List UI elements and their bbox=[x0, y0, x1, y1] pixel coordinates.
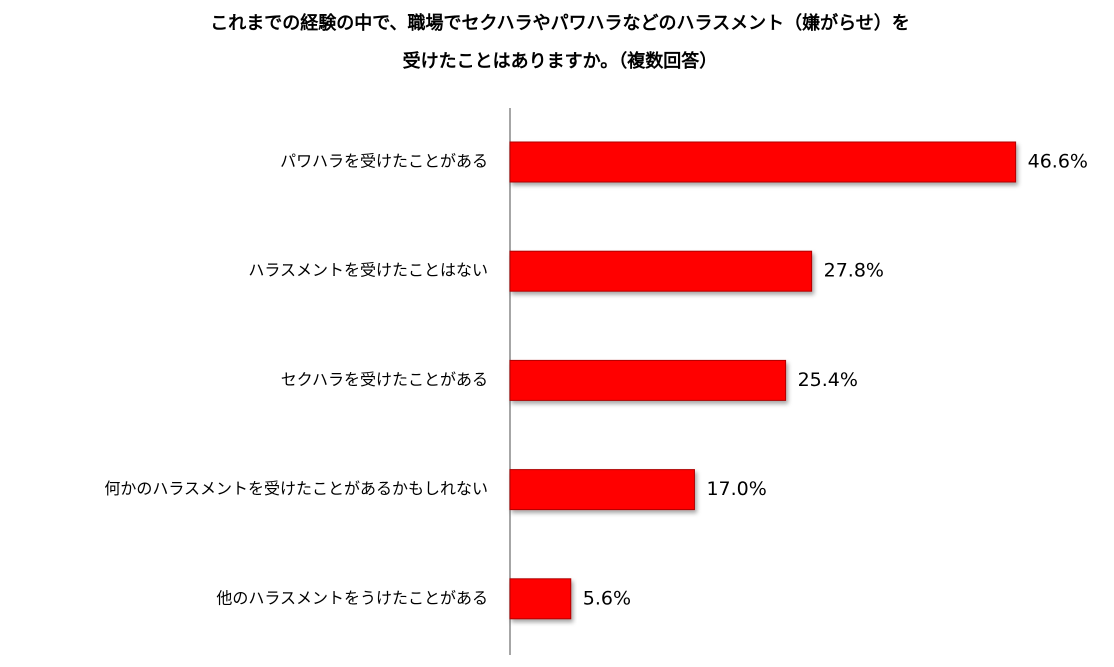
category-label: ハラスメントを受けたことはない bbox=[248, 261, 488, 280]
value-label: 46.6% bbox=[1028, 151, 1088, 173]
bar bbox=[509, 141, 1017, 183]
value-label: 25.4% bbox=[798, 369, 858, 391]
value-label: 5.6% bbox=[583, 587, 631, 609]
value-label: 17.0% bbox=[706, 478, 766, 500]
chart-title: 受けたことはありますか。（複数回答） bbox=[403, 50, 718, 72]
bar bbox=[509, 469, 695, 511]
category-label: 何かのハラスメントを受けたことがあるかもしれない bbox=[104, 479, 488, 498]
bar bbox=[509, 250, 813, 292]
chart-title: これまでの経験の中で、職場でセクハラやパワハラなどのハラスメント（嫌がらせ）を bbox=[210, 12, 909, 34]
bar bbox=[509, 359, 787, 401]
category-label: セクハラを受けたことがある bbox=[281, 370, 488, 389]
bar bbox=[509, 578, 572, 620]
value-label: 27.8% bbox=[824, 260, 884, 282]
category-label: 他のハラスメントをうけたことがある bbox=[216, 588, 488, 607]
category-label: パワハラを受けたことがある bbox=[280, 152, 488, 171]
